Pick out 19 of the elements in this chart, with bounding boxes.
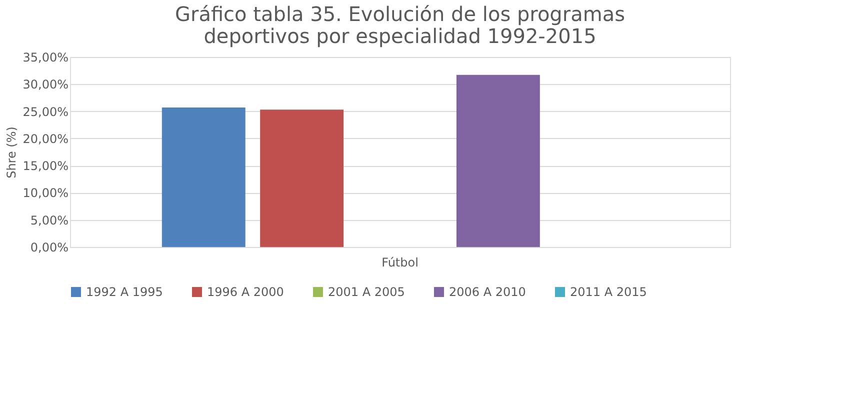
chart-title: Gráfico tabla 35. Evolución de los programas deportivos por especialidad 1992-2015 — [174, 2, 626, 48]
bar — [456, 74, 540, 247]
y-tick-label: 10,00% — [22, 186, 68, 200]
x-tick-label: Fútbol — [382, 256, 418, 270]
y-tick-label: 35,00% — [22, 50, 68, 64]
bar — [162, 107, 246, 247]
y-tick-label: 5,00% — [30, 213, 68, 228]
legend-label: 2006 A 2010 — [449, 285, 526, 299]
legend-label: 2011 A 2015 — [570, 285, 647, 299]
y-axis-title: Shre (%) — [4, 126, 19, 178]
legend-label: 2001 A 2005 — [328, 285, 405, 299]
y-tick-label: 30,00% — [22, 78, 68, 92]
y-tick-label: 15,00% — [22, 159, 68, 174]
legend-label: 1996 A 2000 — [207, 285, 284, 299]
legend-label: 1992 A 1995 — [86, 285, 163, 299]
y-tick-label: 0,00% — [30, 240, 68, 254]
bar — [260, 110, 344, 247]
y-tick-label: 25,00% — [22, 104, 68, 119]
y-tick-label: 20,00% — [22, 132, 68, 146]
